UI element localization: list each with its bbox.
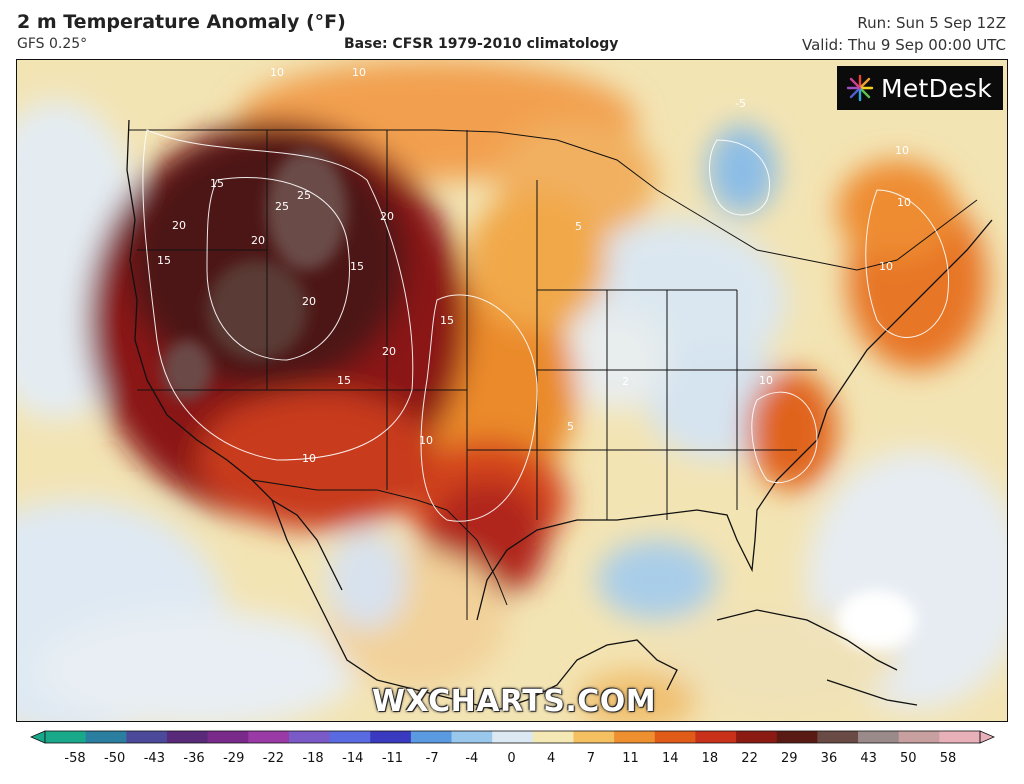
- contour-label-group: 10 10 15 15 20 20 25 25 20 15 15 20 20 1…: [157, 66, 911, 465]
- logo-text: MetDesk: [881, 73, 992, 103]
- colorbar-segment: [288, 731, 331, 743]
- contour-label: 10: [270, 66, 284, 79]
- contour-label: 20: [302, 295, 316, 308]
- valid-time: Valid: Thu 9 Sep 00:00 UTC: [802, 36, 1006, 54]
- colorbar-tick-label: -58: [64, 751, 86, 766]
- colorbar-tick-label: 36: [820, 751, 838, 766]
- colorbar-tick-label: -29: [223, 751, 245, 766]
- base-climatology-label: Base: CFSR 1979-2010 climatology: [344, 36, 619, 52]
- run-time: Run: Sun 5 Sep 12Z: [857, 14, 1006, 32]
- contour-label: -5: [735, 97, 746, 110]
- colorbar-segment: [573, 731, 615, 743]
- anomaly-map[interactable]: 10 10 15 15 20 20 25 25 20 15 15 20 20 1…: [16, 59, 1008, 722]
- colorbar-tick-label: 4: [547, 751, 556, 766]
- colorbar-tick-label: 50: [900, 751, 917, 766]
- colorbar-segment: [654, 731, 696, 743]
- colorbar-segment: [248, 731, 290, 743]
- metdesk-logo: MetDesk: [837, 66, 1003, 110]
- colorbar-tick-label: 58: [939, 751, 957, 766]
- colorbar-tick-label: 14: [661, 751, 679, 766]
- colorbar-outline: [44, 730, 981, 744]
- colorbar-tick-label: -18: [302, 751, 324, 766]
- colorbar-tick-label: -4: [465, 751, 479, 766]
- colorbar-arrow-right: [979, 730, 996, 744]
- wxcharts-watermark: WXCHARTS.COM: [372, 684, 657, 719]
- contour-label: 15: [440, 314, 454, 327]
- contour-label: 15: [350, 260, 364, 273]
- colorbar-tick-label: -43: [143, 751, 165, 766]
- colorbar-segment: [370, 731, 412, 743]
- contour-label: 25: [297, 189, 311, 202]
- contour-label: 10: [419, 434, 433, 447]
- contour-label: 20: [382, 345, 396, 358]
- colorbar-tick-label: 0: [507, 751, 516, 766]
- contour-label: 2: [622, 375, 629, 388]
- colorbar-segment: [817, 731, 859, 743]
- colorbar-segment: [126, 731, 168, 743]
- map-title: 2 m Temperature Anomaly (°F): [17, 11, 346, 33]
- colorbar-tick-label: -7: [425, 751, 439, 766]
- colorbar-segment: [614, 731, 656, 743]
- contour-label: 20: [380, 210, 394, 223]
- colorbar-segment: [166, 731, 209, 743]
- colorbar-segment: [410, 731, 453, 743]
- contour-label: 15: [337, 374, 351, 387]
- colorbar-tick-label: -14: [342, 751, 364, 766]
- colorbar-segment: [492, 731, 534, 743]
- colorbar-segment: [858, 731, 900, 743]
- contour-lines: [142, 129, 949, 522]
- colorbar-segment: [939, 731, 981, 743]
- colorbar-segment: [736, 731, 778, 743]
- colorbar-segment: [776, 731, 818, 743]
- contour-label: 10: [302, 452, 316, 465]
- colorbar-tick-label: 29: [780, 751, 798, 766]
- contour-label: 15: [210, 177, 224, 190]
- map-canvas: 10 10 15 15 20 20 25 25 20 15 15 20 20 1…: [17, 60, 1007, 721]
- contour-label: 20: [251, 234, 265, 247]
- colorbar-segment: [451, 731, 493, 743]
- colorbar-tick-label: 22: [741, 751, 758, 766]
- colorbar-tick-label: -11: [381, 751, 404, 766]
- colorbar-tick-label: 11: [622, 751, 639, 766]
- contour-label: 5: [575, 220, 582, 233]
- colorbar-tick-label: -36: [183, 751, 205, 766]
- contour-label: 5: [567, 420, 574, 433]
- contour-label: 10: [879, 260, 893, 273]
- colorbar-segment: [532, 731, 574, 743]
- contour-label: 10: [897, 196, 911, 209]
- colorbar-tick-label: -50: [104, 751, 126, 766]
- political-borders: [129, 129, 978, 620]
- contour-label: 10: [352, 66, 366, 79]
- colorbar-tick-label: 43: [860, 751, 877, 766]
- colorbar-strip: [29, 730, 996, 744]
- colorbar-segment: [207, 731, 249, 743]
- colorbar-segment: [695, 731, 737, 743]
- metdesk-burst-icon: [846, 74, 874, 102]
- contour-label: 15: [157, 254, 171, 267]
- colorbar-arrow-left: [29, 730, 46, 744]
- anomaly-peaks: [162, 150, 917, 650]
- colorbar: -58 -50 -43 -36 -29 -22 -18 -14 -11 -7 -4 0 4 7 11 14 18…: [0, 727, 1024, 784]
- colorbar-tick-label: -22: [262, 751, 285, 766]
- contour-label: 10: [895, 144, 909, 157]
- contour-label: 10: [759, 374, 773, 387]
- colorbar-segment: [898, 731, 940, 743]
- colorbar-tick-label: 18: [701, 751, 719, 766]
- colorbar-segment: [45, 731, 87, 743]
- colorbar-segment: [85, 731, 127, 743]
- colorbar-segment: [329, 731, 371, 743]
- contour-label: 20: [172, 219, 186, 232]
- coastlines: [126, 119, 993, 711]
- model-label: GFS 0.25°: [17, 36, 88, 52]
- colorbar-tick-label: 7: [586, 751, 595, 766]
- contour-label: 25: [275, 200, 289, 213]
